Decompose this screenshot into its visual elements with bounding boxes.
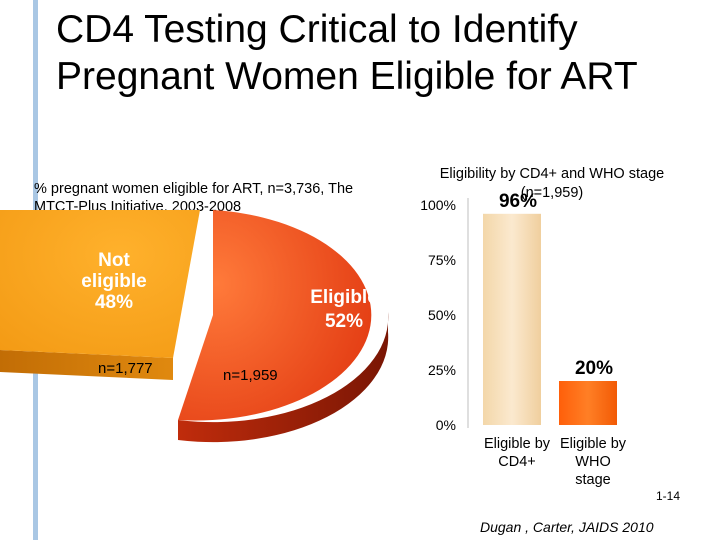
pie-label-eligible: Eligible [310, 287, 378, 308]
pie-label-not-eligible-line1: Not [98, 250, 130, 271]
pie-label-not-eligible-line2: eligible [81, 271, 146, 292]
y-tick-label: 75% [428, 252, 456, 268]
y-tick-label: 50% [428, 307, 456, 323]
y-tick-label: 25% [428, 362, 456, 378]
bar-eligible-cd4 [483, 213, 541, 425]
y-tick-label: 0% [436, 417, 456, 433]
category-label: Eligible by [560, 436, 627, 452]
pie-n-eligible: n=1,959 [223, 367, 278, 384]
bar-value-label: 96% [499, 191, 537, 212]
bar-chart-title: Eligibility by CD4+ and WHO stage [440, 166, 664, 182]
citation: Dugan , Carter, JAIDS 2010 [480, 519, 654, 535]
bar-value-label: 20% [575, 358, 613, 379]
bar-eligible-who [559, 381, 617, 425]
category-label: Eligible by [484, 436, 551, 452]
category-label: WHO [575, 454, 610, 470]
bars: 96% 20% [483, 191, 617, 425]
category-label: CD4+ [498, 454, 535, 470]
pie-slice-not-eligible [0, 210, 200, 358]
pie-slice-eligible [178, 210, 372, 421]
slide-title: CD4 Testing Critical to Identify Pregnan… [56, 8, 638, 98]
y-axis-ticks: 0% 25% 50% 75% 100% [420, 197, 456, 433]
bar-chart: Eligibility by CD4+ and WHO stage (n=1,9… [420, 166, 664, 488]
category-labels: Eligible by CD4+ Eligible by WHO stage [484, 436, 627, 488]
pie-slice-eligible-side [178, 312, 389, 443]
bar-chart-subtitle: (n=1,959) [521, 185, 583, 201]
pie-chart: Not eligible 48% n=1,777 Eligible 52% n=… [0, 210, 389, 443]
pie-n-not-eligible: n=1,777 [98, 360, 153, 377]
pie-value-not-eligible: 48% [95, 292, 133, 313]
category-label: stage [575, 472, 610, 488]
pie-slice-not-eligible-side [0, 350, 173, 380]
pie-value-eligible: 52% [325, 311, 363, 332]
y-tick-label: 100% [420, 197, 456, 213]
